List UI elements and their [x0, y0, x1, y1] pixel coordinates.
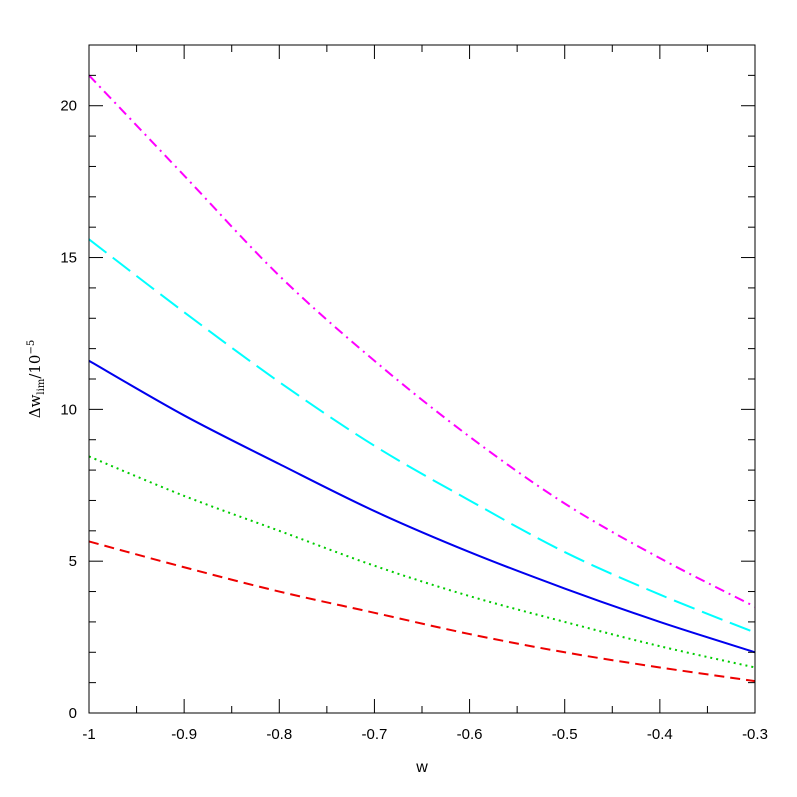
- y-axis-label-prefix: Δw: [26, 394, 44, 418]
- series-line-3: [88, 359, 756, 654]
- series-line-5: [88, 540, 756, 683]
- x-tick-label: -0.8: [266, 726, 292, 743]
- y-axis-label-subscript: lim: [36, 378, 47, 394]
- y-tick-label: 5: [69, 553, 77, 570]
- y-tick-labels: 0 5 10 15 20: [60, 98, 77, 722]
- y-axis-label-middle: /10: [26, 355, 44, 379]
- x-tick-label: -0.4: [647, 726, 673, 743]
- y-tick-label: 20: [60, 98, 77, 115]
- series-line-1: [88, 74, 756, 608]
- y-axis-label: Δwlim/10−5: [26, 340, 47, 418]
- plot-frame: [88, 44, 756, 714]
- x-tick-label: -0.9: [171, 726, 197, 743]
- x-axis-label: w: [415, 759, 428, 776]
- tick-layer: [88, 44, 756, 714]
- y-axis-label-superscript: −5: [26, 340, 37, 355]
- y-tick-label: 15: [60, 250, 77, 267]
- series-line-2: [88, 238, 756, 634]
- series-layer: [88, 74, 756, 683]
- x-tick-label: -1: [82, 726, 95, 743]
- x-tick-label: -0.7: [361, 726, 387, 743]
- x-tick-label: -0.6: [457, 726, 483, 743]
- y-tick-label: 10: [60, 401, 77, 418]
- x-tick-label: -0.3: [742, 726, 768, 743]
- y-tick-label: 0: [69, 705, 77, 722]
- x-tick-label: -0.5: [552, 726, 578, 743]
- x-tick-labels: -1 -0.9 -0.8 -0.7 -0.6 -0.5 -0.4 -0.3: [82, 726, 768, 743]
